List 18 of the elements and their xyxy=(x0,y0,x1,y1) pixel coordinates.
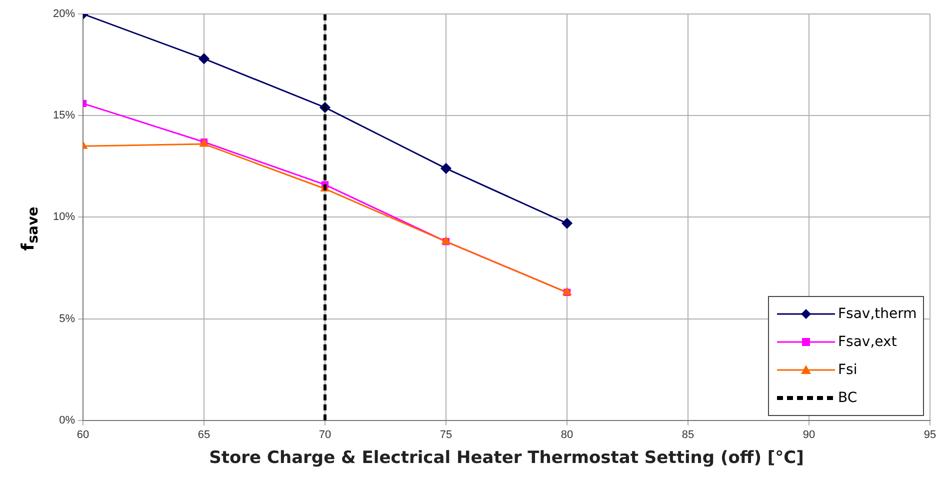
x-tick-label: 90 xyxy=(802,429,816,442)
x-tick-label: 80 xyxy=(560,429,574,442)
legend-label: Fsi xyxy=(838,362,858,378)
x-tick-label: 85 xyxy=(682,429,694,442)
x-axis-title: Store Charge & Electrical Heater Thermostat Setting (off) [°C] xyxy=(209,448,804,468)
y-tick-label: 15% xyxy=(52,110,76,122)
legend-label: BC xyxy=(838,390,858,406)
x-tick-label: 70 xyxy=(318,429,332,442)
legend-label: Fsav,ext xyxy=(838,334,897,350)
y-tick-label: 10% xyxy=(52,211,76,224)
x-tick-label: 60 xyxy=(76,429,90,442)
y-tick-label: 20% xyxy=(52,8,76,20)
y-tick-label: 5% xyxy=(59,312,76,325)
x-tick-label: 65 xyxy=(198,429,210,442)
x-tick-label: 75 xyxy=(440,429,452,442)
legend-label: Fsav,therm xyxy=(838,306,917,322)
x-tick-label: 95 xyxy=(924,429,936,442)
y-tick-label: 0% xyxy=(59,414,76,426)
